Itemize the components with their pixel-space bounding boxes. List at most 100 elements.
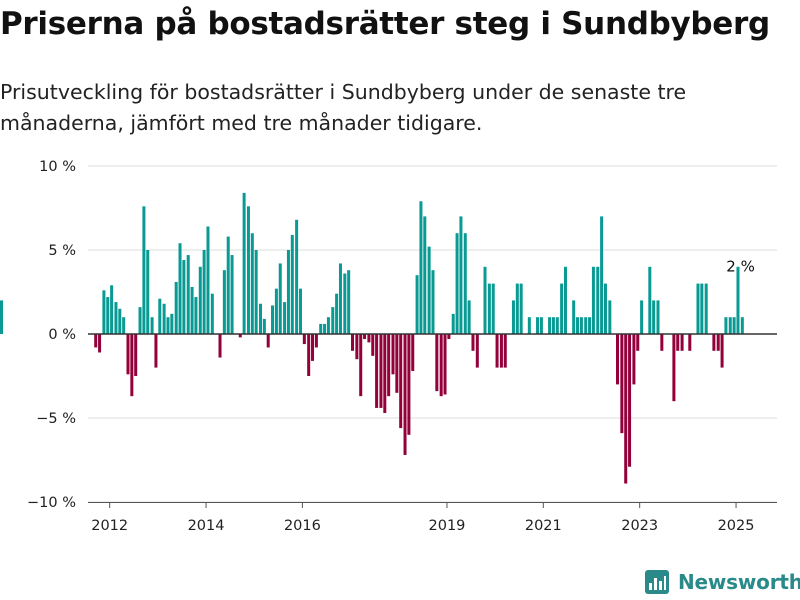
bar-chart: 10 % 5 % 0 % −5 % −10 % 2012 2014 2016 2019 2021… (0, 159, 777, 530)
bar (576, 317, 580, 334)
bar (680, 334, 684, 351)
bar (656, 300, 660, 334)
bar (367, 334, 371, 343)
bar (258, 303, 262, 334)
bar (724, 317, 728, 334)
bar (290, 234, 294, 334)
bar (463, 233, 467, 334)
bar (732, 317, 736, 334)
bar (624, 334, 628, 484)
bar (676, 334, 680, 351)
bar (326, 317, 330, 334)
bar (403, 334, 407, 455)
bar (130, 334, 134, 397)
chart-title: Priserna på bostadsrätter steg i Sundbyb… (0, 6, 770, 42)
bar (150, 317, 154, 334)
bar (283, 302, 287, 334)
bars (0, 192, 744, 484)
x-axis-ticks: 2012 2014 2016 2019 2021 2023 2025 (91, 503, 754, 530)
bar (186, 255, 190, 334)
bar (278, 263, 282, 334)
bar (162, 303, 166, 334)
chart-subtitle: Prisutveckling för bostadsrätter i Sundb… (0, 80, 687, 135)
bar (371, 334, 375, 356)
x-tick-label: 2012 (91, 518, 128, 530)
bar (596, 266, 600, 334)
bar (435, 334, 439, 392)
bar (375, 334, 379, 408)
y-tick-label: −5 % (36, 411, 76, 427)
bar (94, 334, 98, 348)
bar (608, 300, 612, 334)
x-tick-label: 2025 (718, 518, 755, 530)
bar (359, 334, 363, 397)
bar (138, 307, 142, 334)
bar (700, 283, 704, 334)
bar (323, 323, 327, 334)
bar (551, 317, 555, 334)
bar (154, 334, 158, 368)
bar (499, 334, 503, 368)
bar (182, 260, 186, 334)
bar (399, 334, 403, 429)
bar (355, 334, 359, 360)
bar (636, 334, 640, 351)
bar (110, 285, 114, 334)
bar (102, 290, 106, 334)
x-tick-label: 2016 (284, 518, 321, 530)
bar (563, 266, 567, 334)
bar (548, 317, 552, 334)
bar (210, 293, 214, 334)
bar (271, 305, 275, 334)
bar (379, 334, 383, 408)
bar (246, 206, 250, 334)
bar (423, 216, 427, 334)
bar (274, 288, 278, 334)
bar (620, 334, 624, 434)
x-tick-label: 2014 (188, 518, 225, 530)
last-value-label: 2 % (726, 257, 755, 275)
bar (126, 334, 130, 375)
bar (467, 300, 471, 334)
bar (572, 300, 576, 334)
bar (495, 334, 499, 368)
bar (295, 219, 299, 334)
bar (483, 266, 487, 334)
bar (198, 266, 202, 334)
bar (591, 266, 595, 334)
bar (660, 334, 664, 351)
bar (471, 334, 475, 351)
bar (407, 334, 411, 435)
bar (527, 317, 531, 334)
bar (331, 307, 335, 334)
bar (652, 300, 656, 334)
bar (314, 334, 318, 348)
bar (391, 334, 395, 375)
bar (134, 334, 138, 376)
bar (503, 334, 507, 368)
bar (395, 334, 399, 393)
bar (740, 317, 744, 334)
bar (431, 270, 435, 334)
bar (447, 334, 451, 340)
bar (238, 334, 242, 338)
bar (166, 317, 170, 334)
bar (351, 334, 355, 351)
bar (0, 300, 4, 334)
bar (443, 334, 447, 395)
bar (519, 283, 523, 334)
bar (555, 317, 559, 334)
bar (383, 334, 387, 413)
bar (475, 334, 479, 368)
bar (98, 334, 102, 353)
end-label: 2 % (726, 257, 755, 275)
bar (536, 317, 540, 334)
bar (491, 283, 495, 334)
bar (178, 243, 182, 334)
bar (262, 318, 266, 334)
bar (363, 334, 367, 340)
bar (114, 302, 118, 334)
bar (588, 317, 592, 334)
bar (632, 334, 636, 385)
bar (728, 317, 732, 334)
